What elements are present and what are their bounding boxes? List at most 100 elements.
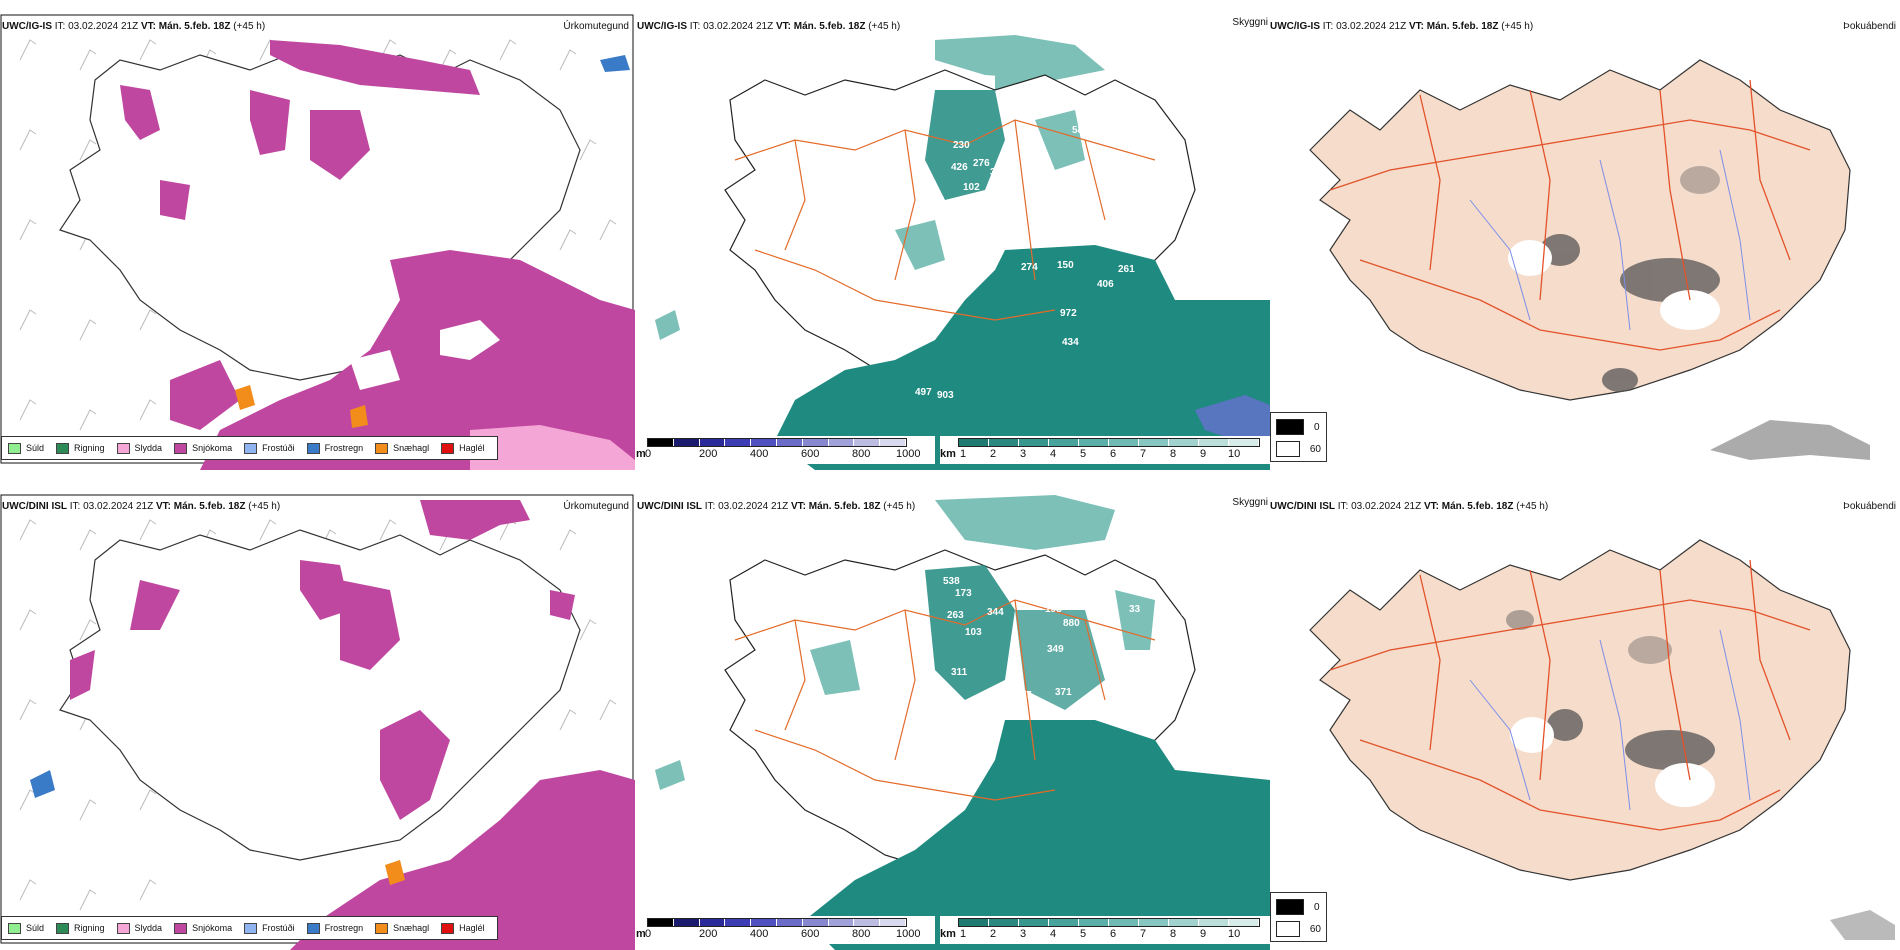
panel-header: UWC/IG-IS IT: 03.02.2024 21Z VT: Mán. 5.…: [1270, 21, 1533, 32]
cloud-label: 103: [965, 627, 982, 638]
legend-swatch: [8, 922, 21, 934]
panel-header: UWC/IG-IS IT: 03.02.2024 21Z VT: Mán. 5.…: [637, 21, 900, 32]
precip-panel-row1: UWC/IG-IS IT: 03.02.2024 21Z VT: Mán. 5.…: [0, 0, 635, 470]
legend-swatch: [56, 442, 70, 454]
fog-panel-row1: UWC/IG-IS IT: 03.02.2024 21Z VT: Mán. 5.…: [1270, 0, 1900, 470]
cloud-label: 257: [1113, 690, 1130, 701]
colorbar-tick: 600: [801, 448, 820, 460]
cloud-panel-row1: UWC/IG-IS IT: 03.02.2024 21Z VT: Mán. 5.…: [635, 0, 1270, 470]
legend-item-sleet: Slydda: [116, 922, 162, 934]
colorbar-tick: 6: [1110, 448, 1117, 460]
cloud-label: 538: [943, 576, 960, 587]
cloud-label: 274: [1021, 262, 1038, 273]
legend-item-sleet: Slydda: [116, 442, 162, 454]
cloud-label: 837: [1015, 690, 1032, 701]
legend-swatch: [174, 442, 188, 454]
legend-swatch: [244, 442, 258, 454]
fog-legend-label: 0: [1314, 901, 1320, 913]
legend-label: Súld: [26, 443, 45, 453]
colorbar-tick: 2: [990, 448, 997, 460]
legend-label: Frostúði: [262, 443, 295, 453]
legend-swatch: [375, 442, 389, 454]
fog-legend-item: 0: [1276, 899, 1321, 915]
cloud-labels-row1: 230 276 426 362 102 374 586 607 274 150 …: [915, 125, 1135, 401]
cloud-panel-row2: UWC/DINI ISL IT: 03.02.2024 21Z VT: Mán.…: [635, 480, 1270, 950]
cloud-label: 102: [963, 182, 980, 193]
visibility-colorbar: km 1 2 3 4 5 6 7 8 9 10: [940, 916, 1270, 944]
colorbar-unit: m: [636, 448, 646, 460]
legend-item-freezing-drizzle: Frostúði: [244, 442, 295, 454]
lead-time: (+45 h): [1516, 501, 1549, 512]
cloud-map: 538 173 263 344 103 193 880 349 311 837 …: [655, 495, 1270, 950]
legend-item-snow: Snjókoma: [174, 442, 233, 454]
legend-label: Frostregn: [324, 443, 364, 453]
colorbar-tick: 4: [1050, 928, 1057, 940]
legend-swatch: [56, 922, 70, 934]
legend-label: Snjókoma: [192, 443, 233, 453]
init-time: IT: 03.02.2024 21Z: [1322, 21, 1407, 32]
legend-item-freezing-rain: Frostregn: [306, 442, 364, 454]
legend-label: Frostúði: [262, 923, 295, 933]
panel-title: Skyggni: [1232, 17, 1268, 28]
lead-time: (+45 h): [248, 501, 281, 512]
elevation-colorbar: m 0 200 400 600 800 1000: [635, 916, 935, 944]
legend-label: Snæhagl: [393, 443, 430, 453]
valid-time: VT: Mán. 5.feb. 18Z: [155, 501, 246, 512]
panel-header: UWC/IG-IS IT: 03.02.2024 21Z VT: Mán. 5.…: [2, 21, 265, 32]
cloud-label: 497: [915, 387, 932, 398]
colorbar-bar: [647, 918, 907, 927]
legend-label: Haglél: [459, 923, 485, 933]
cloud-label: 586: [1072, 125, 1089, 136]
colorbar-unit: km: [940, 448, 956, 460]
cloud-label: 261: [1118, 264, 1135, 275]
legend-label: Snjókoma: [192, 923, 233, 933]
fog-legend-item: 0: [1276, 419, 1321, 435]
colorbar-bar: [647, 438, 907, 447]
cloud-label: 173: [955, 588, 972, 599]
cloud-label: 607: [947, 247, 964, 258]
lead-time: (+45 h): [868, 21, 901, 32]
precip-legend: Súld Rigning Slydda Snjókoma Frostúði Fr…: [1, 436, 498, 460]
colorbar-unit: km: [940, 928, 956, 940]
fog-legend-label: 60: [1309, 443, 1321, 455]
panel-header: UWC/DINI ISL IT: 03.02.2024 21Z VT: Mán.…: [2, 501, 280, 512]
fog-legend: 0 60: [1270, 412, 1327, 462]
legend-item-snow-pellets: Snæhagl: [375, 442, 430, 454]
colorbar-unit: m: [636, 928, 646, 940]
lead-time: (+45 h): [883, 501, 916, 512]
fog-legend-label: 60: [1309, 923, 1321, 935]
model-name: UWC/DINI ISL: [1270, 501, 1335, 512]
colorbar-tick: 400: [750, 928, 769, 940]
legend-label: Súld: [26, 923, 45, 933]
colorbar-tick: 1: [960, 928, 967, 940]
fog-legend-label: 0: [1314, 421, 1320, 433]
init-time: IT: 03.02.2024 21Z: [54, 21, 139, 32]
fog-legend-swatch: [1276, 441, 1300, 457]
legend-item-freezing-rain: Frostregn: [306, 922, 363, 934]
valid-time: VT: Mán. 5.feb. 18Z: [1423, 501, 1514, 512]
init-time: IT: 03.02.2024 21Z: [704, 501, 789, 512]
cloud-label: 426: [951, 162, 968, 173]
colorbar-tick: 4: [1050, 448, 1057, 460]
fog-map: [1309, 59, 1870, 460]
colorbar-tick: 800: [852, 448, 871, 460]
colorbar-tick: 400: [750, 448, 769, 460]
model-name: UWC/IG-IS: [2, 21, 52, 32]
legend-swatch: [306, 922, 320, 934]
panel-title: Þokuábendi: [1843, 501, 1896, 512]
valid-time: VT: Mán. 5.feb. 18Z: [140, 21, 231, 32]
cloud-label: 434: [1062, 337, 1079, 348]
fog-legend-swatch: [1276, 899, 1304, 915]
fog-map: [1309, 539, 1895, 940]
cloud-map: 230 276 426 362 102 374 586 607 274 150 …: [655, 35, 1270, 470]
valid-time: VT: Mán. 5.feb. 18Z: [790, 501, 881, 512]
valid-time: VT: Mán. 5.feb. 18Z: [775, 21, 866, 32]
valid-time: VT: Mán. 5.feb. 18Z: [1408, 21, 1499, 32]
legend-swatch: [375, 922, 389, 934]
legend-item-snow: Snjókoma: [174, 922, 233, 934]
cloud-label: 406: [1097, 279, 1114, 290]
fog-panel-row2: UWC/DINI ISL IT: 03.02.2024 21Z VT: Mán.…: [1270, 480, 1900, 950]
model-name: UWC/IG-IS: [637, 21, 687, 32]
legend-swatch: [244, 922, 258, 934]
colorbar-tick: 5: [1080, 928, 1087, 940]
